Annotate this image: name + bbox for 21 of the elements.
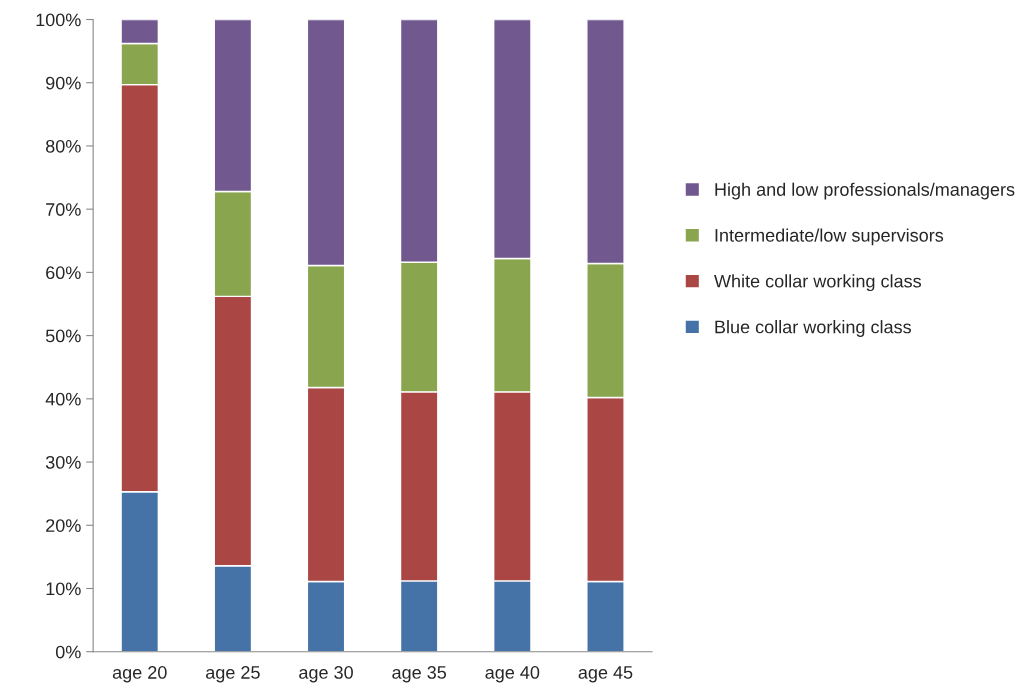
legend-label: Blue collar working class: [715, 320, 911, 337]
y-tick-label: 80%: [45, 139, 81, 153]
y-tick-label: 20%: [46, 519, 81, 532]
x-tick-label: age 45: [578, 666, 633, 683]
x-tick-label: age 25: [206, 666, 260, 683]
y-tick-label: 40%: [45, 392, 81, 406]
y-tick-label: 50%: [45, 329, 81, 343]
x-tick-label: age 35: [392, 666, 447, 683]
y-tick-label: 0%: [55, 645, 81, 659]
y-tick-label: 30%: [45, 455, 81, 469]
x-tick-label: age 30: [299, 666, 353, 683]
legend-label: Intermediate/low supervisors: [715, 228, 944, 246]
legend-label: High and low professionals/managers: [715, 182, 1015, 200]
legend-label: White collar working class: [714, 274, 921, 292]
y-tick-label: 90%: [46, 76, 81, 90]
x-tick-label: age 20: [112, 666, 167, 683]
x-tick-label: age 40: [485, 666, 540, 683]
y-tick-label: 10%: [46, 582, 81, 596]
y-tick-label: 70%: [46, 203, 81, 216]
y-tick-label: 60%: [46, 266, 81, 280]
y-tick-label: 100%: [36, 13, 81, 27]
